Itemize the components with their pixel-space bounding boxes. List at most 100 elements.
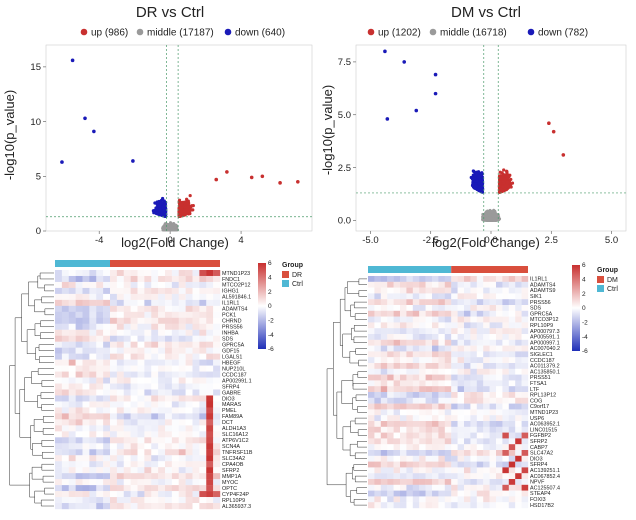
y-tick-label: 5.0 bbox=[338, 110, 351, 121]
data-point bbox=[551, 129, 556, 134]
x-tick-label: 0.0 bbox=[484, 235, 497, 246]
y-axis-label: -log10(p_value) bbox=[320, 85, 335, 175]
row-label: ATP6V1C2 bbox=[222, 438, 249, 444]
y-tick-label: 0 bbox=[36, 226, 41, 237]
group-legend-label: DR bbox=[292, 272, 302, 279]
legend-marker bbox=[527, 28, 535, 36]
colorbar-tick-label: 2 bbox=[268, 289, 272, 296]
row-label: DCT bbox=[222, 420, 234, 426]
group-legend-swatch bbox=[597, 285, 604, 292]
row-label: RPL10P9 bbox=[222, 498, 245, 504]
chart-title: DM vs Ctrl bbox=[451, 4, 521, 21]
volcano-dr-vs-ctrl: DR vs Ctrl up (986) middle (17187) down (6… bbox=[2, 4, 313, 250]
row-label: GDF15 bbox=[222, 348, 239, 354]
row-label: IGHG1 bbox=[222, 289, 239, 295]
row-label: LTF bbox=[530, 387, 540, 393]
x-tick-label: -4 bbox=[95, 235, 103, 246]
row-label: SFRP2 bbox=[530, 439, 547, 445]
data-point bbox=[402, 60, 407, 64]
row-label: IL1RL1 bbox=[222, 301, 239, 307]
row-label: SLC34A2 bbox=[222, 456, 245, 462]
colorbar-tick-label: 4 bbox=[582, 277, 586, 284]
row-label: AC139251.1 bbox=[530, 468, 560, 474]
row-label: NPVF bbox=[530, 480, 545, 486]
row-label: DIO3 bbox=[530, 456, 543, 462]
colorbar-tick-label: -2 bbox=[582, 320, 588, 327]
row-label: AC011379.2 bbox=[530, 364, 560, 370]
row-label: SIK1 bbox=[530, 294, 542, 300]
colorbar-tick-label: -4 bbox=[268, 332, 274, 339]
row-label: MARAS bbox=[222, 402, 242, 408]
row-label: AC067852.4 bbox=[530, 474, 560, 480]
row-label: LGALS1 bbox=[222, 354, 242, 360]
row-label: ADAMTS4 bbox=[222, 307, 247, 313]
data-point bbox=[131, 159, 135, 163]
scatter-points bbox=[60, 58, 300, 232]
x-tick-label: 4 bbox=[238, 235, 243, 246]
data-point bbox=[383, 49, 387, 54]
legend: up (986) middle (17187) down (640) bbox=[80, 28, 285, 39]
row-label: SDS bbox=[222, 337, 233, 343]
row-label: AP002991.1 bbox=[222, 378, 252, 384]
row-label: MTND1P23 bbox=[530, 410, 558, 416]
row-label: C9orf17 bbox=[530, 404, 549, 410]
data-point bbox=[385, 117, 390, 121]
colorbar-tick-label: 6 bbox=[268, 260, 272, 267]
row-label: MTCO3P12 bbox=[530, 317, 558, 323]
row-label: AP000997.1 bbox=[530, 340, 560, 346]
row-label: MYOC bbox=[222, 480, 238, 486]
group-legend-label: DM bbox=[607, 277, 618, 284]
row-label: FGFBP2 bbox=[530, 433, 551, 439]
row-label: GABRE bbox=[222, 390, 241, 396]
row-label: FNDC1 bbox=[222, 277, 240, 283]
group-legend-label: Ctrl bbox=[292, 281, 303, 288]
row-label: SFRP4 bbox=[222, 384, 239, 390]
legend-marker bbox=[80, 28, 88, 36]
legend-entry: down (640) bbox=[235, 28, 285, 39]
colorbar-tick-label: 0 bbox=[582, 305, 586, 312]
plot-area bbox=[355, 44, 627, 232]
data-point bbox=[433, 72, 438, 77]
row-label: DIO3 bbox=[222, 396, 235, 402]
row-label: RPL10P9 bbox=[530, 323, 553, 329]
x-tick-label: -5.0 bbox=[362, 235, 378, 246]
row-label: CHRND bbox=[222, 319, 242, 325]
legend-marker bbox=[224, 28, 232, 36]
x-tick-label: 5.0 bbox=[605, 235, 618, 246]
group-legend-label: Ctrl bbox=[607, 286, 618, 293]
group-legend-swatch bbox=[282, 271, 289, 278]
row-label: AP000797.3 bbox=[530, 329, 560, 335]
colorbar-tick-label: -4 bbox=[582, 334, 588, 341]
legend-entry: up (1202) bbox=[378, 28, 421, 39]
row-label: ALDH1A3 bbox=[222, 426, 246, 432]
colorbar-tick-label: -2 bbox=[268, 318, 274, 325]
row-label: SIGLEC1 bbox=[530, 352, 553, 358]
y-tick-label: 7.5 bbox=[338, 57, 351, 68]
data-point bbox=[547, 121, 551, 126]
row-label: AL591846.1 bbox=[222, 295, 251, 301]
colorbar-tick-label: 4 bbox=[268, 275, 272, 282]
row-label: INHBA bbox=[222, 331, 239, 337]
data-point bbox=[433, 91, 438, 96]
legend-entry: down (782) bbox=[538, 28, 588, 39]
data-point bbox=[92, 129, 96, 134]
row-label: AP005591.1 bbox=[530, 335, 560, 341]
data-point bbox=[214, 177, 219, 182]
group-legend-title: Group bbox=[282, 262, 303, 269]
x-axis-label: log2(Fold Change) bbox=[432, 235, 540, 250]
row-label: HBEGF bbox=[222, 360, 241, 366]
y-axis-label: -log10(p_value) bbox=[2, 90, 17, 180]
row-label: GPRC5A bbox=[222, 342, 245, 348]
row-label: OPTC bbox=[222, 486, 237, 492]
row-label: SDS bbox=[530, 306, 541, 312]
volcano-dm-vs-ctrl: DM vs Ctrl up (1202) middle (16718) down (… bbox=[320, 4, 627, 250]
y-tick-label: 0.0 bbox=[338, 216, 351, 227]
row-label: COG bbox=[530, 398, 542, 404]
row-label: CCDC187 bbox=[530, 358, 555, 364]
row-label: SFRP4 bbox=[530, 462, 547, 468]
group-legend-swatch bbox=[597, 276, 604, 283]
x-tick-label: -2.5 bbox=[423, 235, 439, 246]
row-label: FAM89A bbox=[222, 414, 243, 420]
row-label: PMEL bbox=[222, 408, 237, 414]
row-label: SLC47A2 bbox=[530, 451, 553, 457]
